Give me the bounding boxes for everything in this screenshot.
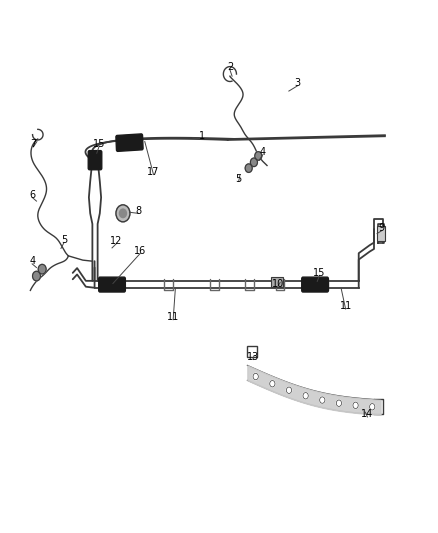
Text: 17: 17 — [147, 167, 160, 177]
Text: 4: 4 — [260, 147, 266, 157]
Circle shape — [245, 164, 252, 172]
Text: 2: 2 — [227, 62, 233, 72]
Text: 5: 5 — [236, 174, 242, 184]
Circle shape — [270, 381, 275, 387]
Text: 9: 9 — [378, 223, 385, 233]
Bar — [271, 277, 283, 287]
Text: 14: 14 — [361, 409, 374, 419]
Circle shape — [303, 393, 308, 399]
Text: 12: 12 — [110, 236, 123, 246]
Circle shape — [286, 387, 292, 393]
Circle shape — [353, 402, 358, 408]
Text: 10: 10 — [272, 279, 284, 288]
FancyBboxPatch shape — [88, 151, 102, 169]
Circle shape — [253, 373, 258, 379]
Text: 15: 15 — [313, 268, 325, 278]
Bar — [247, 346, 257, 357]
Text: 3: 3 — [294, 78, 300, 88]
Circle shape — [38, 264, 46, 274]
Text: 8: 8 — [135, 206, 141, 216]
Circle shape — [251, 158, 258, 166]
FancyBboxPatch shape — [302, 277, 328, 292]
Text: 5: 5 — [61, 235, 67, 245]
Text: 16: 16 — [134, 246, 147, 255]
Text: 7: 7 — [30, 139, 36, 149]
Circle shape — [116, 205, 130, 222]
Circle shape — [255, 152, 262, 160]
Circle shape — [32, 271, 40, 281]
FancyBboxPatch shape — [116, 134, 143, 151]
Text: 15: 15 — [93, 139, 105, 149]
Bar — [377, 226, 385, 241]
Text: 4: 4 — [29, 256, 35, 266]
Text: 11: 11 — [339, 301, 352, 311]
FancyBboxPatch shape — [99, 277, 125, 292]
Text: 6: 6 — [29, 190, 35, 200]
Circle shape — [120, 209, 127, 217]
Text: 1: 1 — [198, 131, 205, 141]
Circle shape — [320, 397, 325, 403]
Circle shape — [336, 400, 342, 406]
Text: 13: 13 — [247, 352, 259, 362]
Text: 11: 11 — [167, 312, 179, 322]
Circle shape — [370, 403, 375, 410]
